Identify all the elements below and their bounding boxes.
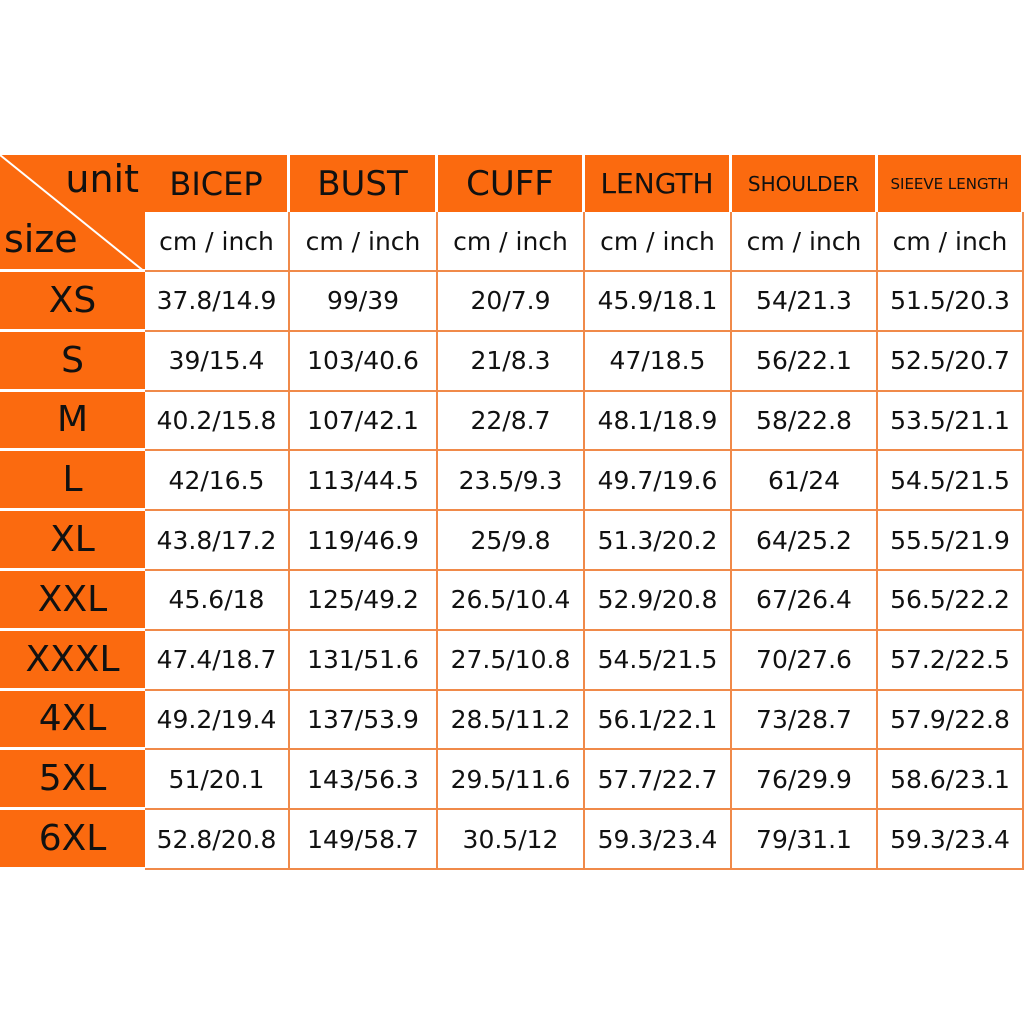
measurement: 27.5/10.8 — [438, 630, 585, 691]
measurement: 42/16.5 — [145, 451, 290, 512]
measurement: 143/56.3 — [290, 750, 438, 811]
measurement: 119/46.9 — [290, 511, 438, 571]
corner-size: size — [4, 217, 78, 261]
column-header: CUFF — [438, 155, 585, 212]
measurement: 131/51.6 — [290, 630, 438, 691]
measurement: 59.3/23.4 — [878, 810, 1024, 870]
measurement: 103/40.6 — [290, 331, 438, 392]
measurement: 149/58.7 — [290, 810, 438, 870]
measurement: 49.2/19.4 — [145, 690, 290, 751]
measurement: 73/28.7 — [732, 690, 878, 751]
unit-label: cm / inch — [732, 212, 878, 272]
measurement: 107/42.1 — [290, 391, 438, 452]
unit-label: cm / inch — [145, 212, 290, 272]
measurement: 125/49.2 — [290, 571, 438, 631]
measurement: 26.5/10.4 — [438, 571, 585, 631]
size-label: M — [0, 391, 145, 452]
measurement: 54.5/21.5 — [585, 630, 732, 691]
measurement: 70/27.6 — [732, 630, 878, 691]
measurement: 22/8.7 — [438, 391, 585, 452]
measurement: 56.5/22.2 — [878, 571, 1024, 631]
measurement: 57.2/22.5 — [878, 630, 1024, 691]
measurement: 20/7.9 — [438, 272, 585, 332]
measurement: 64/25.2 — [732, 511, 878, 571]
measurement: 53.5/21.1 — [878, 391, 1024, 452]
measurement: 55.5/21.9 — [878, 511, 1024, 571]
measurement: 45.6/18 — [145, 571, 290, 631]
measurement: 39/15.4 — [145, 331, 290, 392]
measurement: 52.5/20.7 — [878, 331, 1024, 392]
measurement: 49.7/19.6 — [585, 451, 732, 512]
measurement: 67/26.4 — [732, 571, 878, 631]
measurement: 29.5/11.6 — [438, 750, 585, 811]
measurement: 58/22.8 — [732, 391, 878, 452]
unit-label: cm / inch — [290, 212, 438, 272]
measurement: 57.7/22.7 — [585, 750, 732, 811]
measurement: 58.6/23.1 — [878, 750, 1024, 811]
measurement: 28.5/11.2 — [438, 690, 585, 751]
column-header: BUST — [290, 155, 438, 212]
measurement: 47/18.5 — [585, 331, 732, 392]
size-label: S — [0, 331, 145, 392]
measurement: 45.9/18.1 — [585, 272, 732, 332]
measurement: 52.9/20.8 — [585, 571, 732, 631]
size-label: XXXL — [0, 630, 145, 691]
measurement: 76/29.9 — [732, 750, 878, 811]
column-header: SHOULDER — [732, 155, 878, 212]
measurement: 56.1/22.1 — [585, 690, 732, 751]
column-header: LENGTH — [585, 155, 732, 212]
measurement: 57.9/22.8 — [878, 690, 1024, 751]
measurement: 54.5/21.5 — [878, 451, 1024, 512]
size-label: XS — [0, 272, 145, 332]
measurement: 99/39 — [290, 272, 438, 332]
column-header: BICEP — [145, 155, 290, 212]
measurement: 40.2/15.8 — [145, 391, 290, 452]
size-label: 5XL — [0, 750, 145, 811]
measurement: 23.5/9.3 — [438, 451, 585, 512]
measurement: 51/20.1 — [145, 750, 290, 811]
measurement: 51.3/20.2 — [585, 511, 732, 571]
measurement: 37.8/14.9 — [145, 272, 290, 332]
size-label: XXL — [0, 571, 145, 631]
measurement: 52.8/20.8 — [145, 810, 290, 870]
size-label: 6XL — [0, 810, 145, 870]
measurement: 54/21.3 — [732, 272, 878, 332]
measurement: 61/24 — [732, 451, 878, 512]
measurement: 43.8/17.2 — [145, 511, 290, 571]
corner-diagonal — [0, 155, 145, 272]
measurement: 56/22.1 — [732, 331, 878, 392]
corner-unit: unit — [65, 157, 139, 201]
measurement: 79/31.1 — [732, 810, 878, 870]
measurement: 47.4/18.7 — [145, 630, 290, 691]
corner-cell: unit size — [0, 155, 145, 272]
measurement: 113/44.5 — [290, 451, 438, 512]
size-label: XL — [0, 511, 145, 571]
measurement: 21/8.3 — [438, 331, 585, 392]
measurement: 25/9.8 — [438, 511, 585, 571]
unit-label: cm / inch — [878, 212, 1024, 272]
unit-label: cm / inch — [585, 212, 732, 272]
measurement: 51.5/20.3 — [878, 272, 1024, 332]
unit-label: cm / inch — [438, 212, 585, 272]
measurement: 137/53.9 — [290, 690, 438, 751]
size-label: 4XL — [0, 690, 145, 751]
column-header: SIEEVE LENGTH — [878, 155, 1024, 212]
size-label: L — [0, 451, 145, 512]
measurement: 59.3/23.4 — [585, 810, 732, 870]
measurement: 30.5/12 — [438, 810, 585, 870]
measurement: 48.1/18.9 — [585, 391, 732, 452]
